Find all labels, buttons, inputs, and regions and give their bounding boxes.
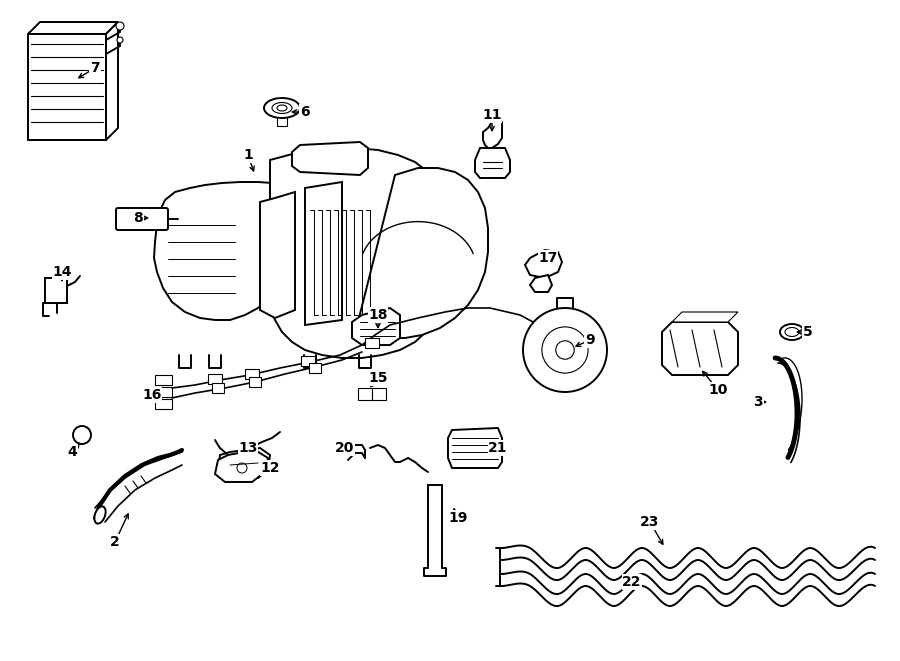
- Text: 7: 7: [90, 61, 100, 75]
- Text: 22: 22: [622, 575, 642, 589]
- Polygon shape: [249, 377, 261, 387]
- Polygon shape: [448, 428, 502, 468]
- Polygon shape: [28, 34, 106, 140]
- Circle shape: [556, 341, 574, 359]
- Text: 14: 14: [52, 265, 72, 279]
- Text: 12: 12: [260, 461, 280, 475]
- Polygon shape: [525, 250, 562, 278]
- Circle shape: [73, 426, 91, 444]
- Ellipse shape: [277, 105, 287, 111]
- Polygon shape: [358, 168, 488, 338]
- Polygon shape: [155, 399, 172, 409]
- Polygon shape: [28, 22, 118, 34]
- Ellipse shape: [780, 324, 804, 340]
- Circle shape: [523, 308, 607, 392]
- Polygon shape: [245, 369, 259, 379]
- Polygon shape: [305, 182, 342, 325]
- Ellipse shape: [264, 98, 300, 118]
- Text: 20: 20: [336, 441, 355, 455]
- Text: 13: 13: [238, 441, 257, 455]
- Circle shape: [117, 37, 123, 43]
- Polygon shape: [352, 308, 400, 345]
- Polygon shape: [292, 142, 368, 175]
- Text: 17: 17: [538, 251, 558, 265]
- Ellipse shape: [94, 506, 105, 524]
- Polygon shape: [358, 388, 372, 400]
- Text: 15: 15: [368, 371, 388, 385]
- Text: 11: 11: [482, 108, 502, 122]
- Text: 6: 6: [301, 105, 310, 119]
- Polygon shape: [106, 22, 118, 140]
- Polygon shape: [154, 182, 298, 320]
- Polygon shape: [662, 322, 738, 375]
- Polygon shape: [483, 120, 502, 148]
- Text: 1: 1: [243, 148, 253, 162]
- Text: 9: 9: [585, 333, 595, 347]
- Text: 10: 10: [708, 383, 728, 397]
- Polygon shape: [208, 374, 222, 384]
- Text: 19: 19: [448, 511, 468, 525]
- Text: 21: 21: [488, 441, 508, 455]
- Polygon shape: [372, 388, 386, 400]
- Circle shape: [542, 327, 588, 373]
- Polygon shape: [365, 338, 379, 348]
- Text: 18: 18: [368, 308, 388, 322]
- Polygon shape: [218, 448, 270, 478]
- Polygon shape: [301, 356, 315, 366]
- Polygon shape: [212, 383, 224, 393]
- Text: 16: 16: [142, 388, 162, 402]
- Polygon shape: [155, 387, 172, 397]
- Text: 2: 2: [110, 535, 120, 549]
- Polygon shape: [672, 312, 738, 322]
- Polygon shape: [263, 148, 452, 358]
- Circle shape: [116, 22, 124, 30]
- Polygon shape: [530, 275, 552, 292]
- Ellipse shape: [272, 102, 292, 114]
- Text: 8: 8: [133, 211, 143, 225]
- Polygon shape: [309, 363, 321, 373]
- Polygon shape: [475, 148, 510, 178]
- FancyBboxPatch shape: [116, 208, 168, 230]
- Text: 3: 3: [753, 395, 763, 409]
- Text: 5: 5: [803, 325, 813, 339]
- Polygon shape: [45, 278, 67, 303]
- Text: 23: 23: [640, 515, 660, 529]
- Polygon shape: [155, 375, 172, 385]
- Polygon shape: [215, 450, 268, 482]
- Polygon shape: [260, 192, 295, 318]
- Text: 4: 4: [68, 445, 76, 459]
